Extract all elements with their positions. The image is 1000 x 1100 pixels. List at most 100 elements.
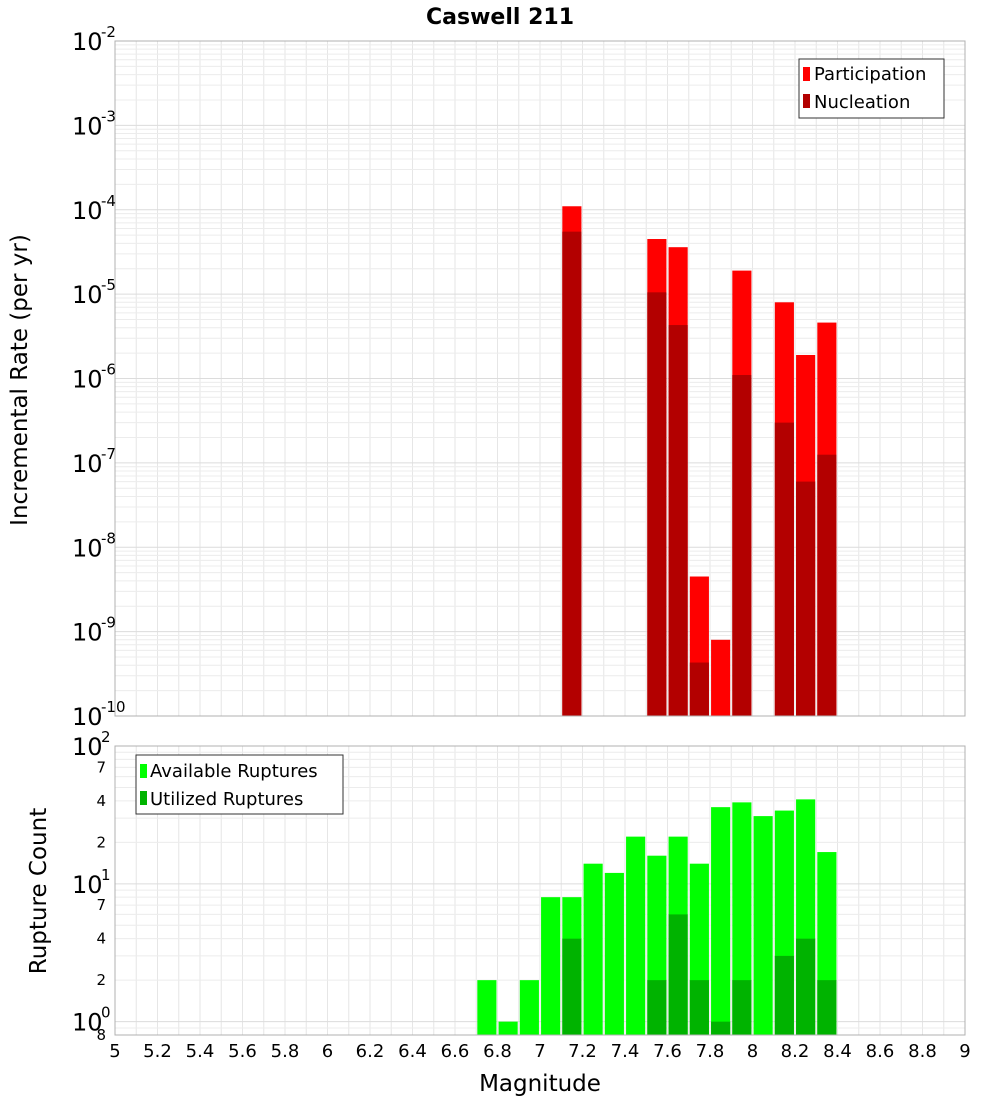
count-y-tick-base: 10	[72, 733, 103, 761]
rate-y-tick-exponent: -6	[101, 361, 116, 379]
utilized-ruptures-bar	[647, 980, 667, 1035]
available-ruptures-bar	[732, 802, 752, 1035]
rate-bars	[562, 206, 837, 716]
x-tick-label: 8.4	[823, 1041, 852, 1062]
x-tick-label: 7.4	[611, 1041, 640, 1062]
rate-y-tick-base: 10	[72, 281, 103, 309]
rate-y-tick-exponent: -9	[101, 614, 116, 632]
rate-legend-box	[798, 58, 945, 119]
utilized-ruptures-bar	[689, 980, 709, 1035]
available-ruptures-bar	[753, 816, 773, 1035]
x-tick-label: 6.4	[398, 1041, 427, 1062]
x-tick-label: 8.2	[781, 1041, 810, 1062]
count-y-minor-tick-label: 2	[96, 971, 106, 989]
available-legend-swatch	[140, 764, 147, 778]
available-ruptures-bar	[711, 807, 731, 1035]
x-tick-label: 5.4	[186, 1041, 215, 1062]
rate-y-tick-base: 10	[72, 197, 103, 225]
utilized-ruptures-bar	[774, 955, 794, 1035]
available-ruptures-bar	[541, 897, 561, 1035]
x-tick-label: 7.8	[696, 1041, 725, 1062]
participation-legend-label: Participation	[814, 64, 926, 85]
x-tick-label: 5.8	[271, 1041, 300, 1062]
x-tick-label: 6.2	[356, 1041, 385, 1062]
rate-y-tick-exponent: -2	[101, 23, 116, 41]
nucleation-legend-label: Nucleation	[814, 92, 910, 113]
utilized-ruptures-bar	[796, 938, 816, 1035]
available-ruptures-bar	[519, 980, 539, 1035]
x-tick-label: 8	[747, 1041, 758, 1062]
nucleation-bar	[647, 292, 667, 716]
rate-y-axis-label: Incremental Rate (per yr)	[7, 234, 33, 526]
rate-y-tick-exponent: -7	[101, 445, 116, 463]
x-tick-label: 5	[109, 1041, 120, 1062]
count-y-tick-base: 10	[72, 1009, 103, 1037]
count-legend-box	[135, 754, 344, 815]
rate-y-tick-exponent: -10	[101, 698, 126, 716]
count-y-tick-exponent: 1	[101, 866, 111, 884]
x-tick-label: 6	[322, 1041, 333, 1062]
rate-y-tick-base: 10	[72, 450, 103, 478]
count-y-minor-tick-label: 8	[96, 1026, 106, 1044]
utilized-ruptures-bar	[711, 1021, 731, 1035]
count-y-minor-tick-label: 2	[96, 833, 106, 851]
rate-grid	[114, 40, 966, 717]
x-axis-ticks: 5 5.2 5.4 5.6 5.8 6 6.2 6.4 6.6 6.8 7 7.2 7.4 7.6 7.8 8…	[109, 1041, 970, 1062]
utilized-ruptures-bar	[732, 980, 752, 1035]
nucleation-bar	[562, 231, 582, 716]
rate-y-tick-base: 10	[72, 534, 103, 562]
available-ruptures-bar	[583, 863, 603, 1035]
x-axis-label: Magnitude	[479, 1071, 601, 1097]
utilized-ruptures-bar	[562, 938, 582, 1035]
count-y-minor-tick-label: 4	[96, 930, 106, 948]
x-tick-label: 5.2	[143, 1041, 172, 1062]
count-y-tick-base: 10	[72, 871, 103, 899]
utilized-legend-swatch	[140, 791, 147, 805]
x-tick-label: 7.2	[568, 1041, 597, 1062]
rate-legend: Participation Nucleation	[798, 58, 945, 119]
count-legend: Available Ruptures Utilized Ruptures	[135, 754, 344, 815]
available-ruptures-bar	[604, 872, 624, 1035]
count-y-minor-tick-label: 7	[96, 896, 106, 914]
nucleation-bar	[668, 325, 688, 716]
available-ruptures-bar	[477, 980, 497, 1035]
rate-y-tick-exponent: -8	[101, 529, 116, 547]
x-tick-label: 8.8	[908, 1041, 937, 1062]
count-bars	[477, 799, 837, 1035]
utilized-ruptures-bar	[817, 980, 837, 1035]
count-y-axis-label: Rupture Count	[26, 808, 52, 974]
participation-bar	[711, 639, 731, 716]
x-tick-label: 6.8	[483, 1041, 512, 1062]
x-tick-label: 8.6	[866, 1041, 895, 1062]
x-tick-label: 6.6	[441, 1041, 470, 1062]
nucleation-legend-swatch	[803, 94, 810, 108]
nucleation-bar	[689, 662, 709, 716]
x-tick-label: 7.6	[653, 1041, 682, 1062]
rate-y-tick-base: 10	[72, 112, 103, 140]
rate-y-tick-base: 10	[72, 28, 103, 56]
x-tick-label: 9	[959, 1041, 970, 1062]
rate-y-tick-exponent: -4	[101, 192, 116, 210]
x-tick-label: 7	[534, 1041, 545, 1062]
nucleation-bar	[732, 375, 752, 716]
available-legend-label: Available Ruptures	[150, 761, 318, 782]
rate-y-tick-base: 10	[72, 619, 103, 647]
rate-plot-frame	[114, 40, 966, 717]
nucleation-bar	[796, 481, 816, 716]
rate-y-tick-exponent: -3	[101, 107, 116, 125]
rate-y-tick-exponent: -5	[101, 276, 116, 294]
available-ruptures-bar	[626, 836, 646, 1035]
x-tick-label: 5.6	[228, 1041, 257, 1062]
available-ruptures-bar	[498, 1021, 518, 1035]
utilized-legend-label: Utilized Ruptures	[150, 789, 303, 810]
count-plot-frame	[114, 745, 966, 1036]
count-y-minor-tick-label: 7	[96, 758, 106, 776]
nucleation-bar	[774, 422, 794, 716]
chart-title: Caswell 211	[426, 5, 574, 30]
utilized-ruptures-bar	[668, 914, 688, 1035]
count-y-tick-exponent: 2	[101, 728, 111, 746]
